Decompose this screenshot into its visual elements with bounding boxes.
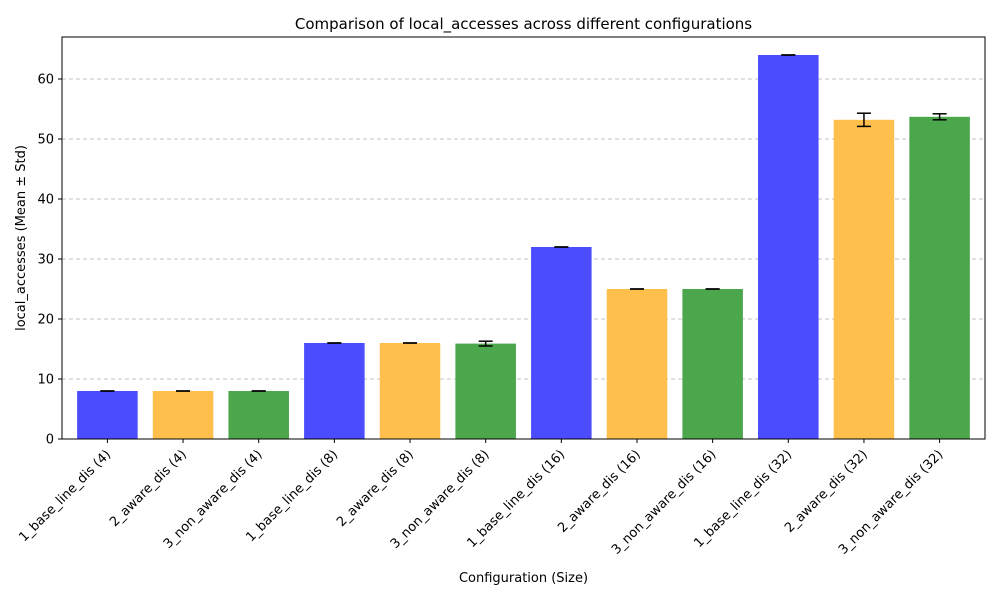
y-axis-ticks: 0 10 20 30 40 50 60 <box>37 73 62 448</box>
x-tick-label: 2_aware_dis (8) <box>334 447 417 530</box>
bar <box>152 391 214 439</box>
bar <box>304 343 365 439</box>
bar <box>682 289 743 439</box>
y-tick-label: 20 <box>37 313 54 328</box>
x-tick-label: 2_aware_dis (16) <box>555 447 644 536</box>
y-tick-label: 10 <box>37 373 54 388</box>
error-bar <box>856 112 871 128</box>
y-tick-label: 40 <box>37 193 54 208</box>
x-axis-ticks: 1_base_line_dis (4)2_aware_dis (4)3_non_… <box>16 439 946 558</box>
plot-frame <box>61 36 986 440</box>
bars <box>77 55 970 440</box>
x-tick-label: 1_base_line_dis (4) <box>16 447 114 545</box>
error-bar <box>932 113 947 121</box>
bar <box>455 343 516 439</box>
y-tick-label: 60 <box>37 73 54 88</box>
y-axis-label: local_accesses (Mean ± Std) <box>14 145 29 331</box>
bar <box>909 116 970 440</box>
x-axis-label: Configuration (Size) <box>459 571 588 586</box>
bar <box>758 55 819 439</box>
bar <box>77 391 138 439</box>
chart-title: Comparison of local_accesses across diff… <box>295 15 752 34</box>
bar <box>606 289 668 439</box>
error-bars <box>100 54 947 392</box>
bar <box>228 391 289 439</box>
bar <box>833 119 895 440</box>
y-tick-label: 0 <box>46 433 54 448</box>
x-tick-label: 2_aware_dis (4) <box>107 447 190 530</box>
y-tick-label: 30 <box>37 253 54 268</box>
bar <box>379 343 441 439</box>
y-tick-label: 50 <box>37 133 54 148</box>
error-bar <box>478 340 493 347</box>
x-tick-label: 2_aware_dis (32) <box>782 447 871 536</box>
bar <box>531 247 592 439</box>
